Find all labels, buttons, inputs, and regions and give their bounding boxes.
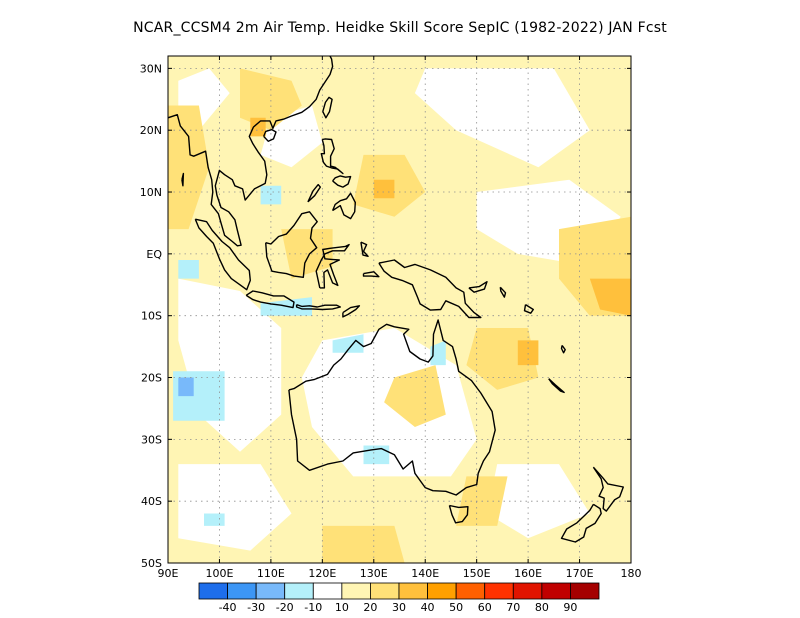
lon-tick-label: 180 bbox=[621, 567, 642, 580]
coastline bbox=[362, 271, 380, 278]
coastline bbox=[360, 241, 369, 257]
skill-patch bbox=[260, 185, 282, 205]
lon-tick-label: 90E bbox=[158, 567, 179, 580]
coastline bbox=[181, 172, 185, 187]
colorbar-label: 30 bbox=[392, 601, 406, 614]
lon-tick-label: 150E bbox=[463, 567, 491, 580]
coastline bbox=[288, 319, 496, 496]
coastline bbox=[295, 303, 341, 311]
colorbar-swatch bbox=[427, 582, 457, 600]
colorbar-swatch bbox=[198, 582, 228, 600]
lat-tick-label: 50S bbox=[141, 557, 162, 570]
lon-tick-label: 140E bbox=[411, 567, 439, 580]
colorbar-label: 20 bbox=[363, 601, 377, 614]
skill-patch bbox=[322, 525, 405, 563]
skill-patch bbox=[250, 117, 266, 137]
skill-field-layer bbox=[168, 56, 631, 563]
coastline bbox=[194, 218, 252, 291]
coastline bbox=[560, 344, 566, 354]
skill-patch bbox=[168, 56, 631, 563]
colorbar-label: -10 bbox=[304, 601, 322, 614]
skill-patch bbox=[178, 377, 194, 397]
coastline bbox=[322, 96, 333, 119]
coastline bbox=[378, 259, 482, 319]
coastline bbox=[592, 466, 624, 512]
colorbar-swatch bbox=[255, 582, 286, 600]
skill-patch bbox=[240, 68, 302, 131]
lon-tick-label: 130E bbox=[360, 567, 388, 580]
coastline bbox=[499, 286, 507, 298]
skill-patch bbox=[414, 68, 590, 168]
lat-tick-label: 40S bbox=[141, 495, 162, 508]
coastline bbox=[331, 192, 356, 220]
skill-patch bbox=[589, 278, 631, 316]
colorbar-swatch bbox=[398, 582, 428, 600]
gridlines bbox=[168, 56, 631, 563]
colorbar-label: -20 bbox=[276, 601, 294, 614]
colorbar-swatch bbox=[484, 582, 514, 600]
axis-ticks: 90E 100E 110E 120E 130E 140E 150E 160E 170E 180 30… bbox=[140, 56, 642, 580]
colorbar: -40 -30 -20 -10 10 20 30 40 50 60 70 80 90 bbox=[198, 582, 600, 614]
skill-patch bbox=[384, 365, 446, 427]
skill-patch bbox=[487, 464, 590, 539]
lat-tick-label: EQ bbox=[146, 248, 162, 261]
coastline bbox=[307, 183, 321, 203]
skill-patch bbox=[178, 260, 199, 279]
coastline bbox=[265, 211, 318, 278]
map-frame bbox=[167, 55, 632, 564]
skill-patch bbox=[204, 513, 225, 526]
lon-tick-label: 100E bbox=[205, 567, 233, 580]
coastlines bbox=[168, 56, 624, 543]
colorbar-swatch bbox=[312, 582, 343, 600]
coastline bbox=[332, 175, 352, 188]
lat-tick-label: 10S bbox=[141, 310, 162, 323]
skill-patch bbox=[332, 334, 364, 353]
lat-tick-label: 20S bbox=[141, 372, 162, 385]
coastline bbox=[560, 503, 602, 543]
lat-tick-label: 10N bbox=[140, 186, 162, 199]
coastline bbox=[320, 138, 344, 175]
lat-tick-label: 30N bbox=[140, 62, 162, 75]
coastline bbox=[342, 305, 361, 318]
colorbar-label: -30 bbox=[247, 601, 265, 614]
coastline bbox=[448, 504, 469, 524]
skill-patch bbox=[430, 340, 446, 366]
lat-tick-label: 20N bbox=[140, 124, 162, 137]
colorbar-label: 40 bbox=[421, 601, 435, 614]
coastline bbox=[523, 304, 534, 314]
colorbar-swatch bbox=[570, 582, 600, 600]
skill-patch bbox=[363, 445, 390, 465]
skill-patch bbox=[168, 105, 210, 230]
coastline bbox=[315, 243, 350, 289]
colorbar-swatch bbox=[512, 582, 543, 600]
colorbar-label: 80 bbox=[535, 601, 549, 614]
lon-tick-label: 110E bbox=[257, 567, 285, 580]
coastline bbox=[168, 56, 334, 247]
colorbar-label: 60 bbox=[478, 601, 492, 614]
lon-tick-label: 170E bbox=[566, 567, 594, 580]
coastline bbox=[548, 378, 565, 394]
skill-patch bbox=[373, 179, 395, 199]
skill-patch bbox=[178, 464, 292, 551]
colorbar-swatch bbox=[370, 582, 400, 600]
coastline bbox=[245, 290, 295, 309]
lat-tick-label: 30S bbox=[141, 433, 162, 446]
colorbar-label: -40 bbox=[219, 601, 237, 614]
colorbar-label: 50 bbox=[449, 601, 463, 614]
colorbar-swatch bbox=[541, 582, 571, 600]
map-title: NCAR_CCSM4 2m Air Temp. Heidke Skill Sco… bbox=[133, 20, 667, 36]
colorbar-swatch bbox=[341, 582, 371, 600]
lon-tick-label: 120E bbox=[308, 567, 336, 580]
colorbar-swatch bbox=[227, 582, 257, 600]
colorbar-swatch bbox=[455, 582, 486, 600]
colorbar-label: 70 bbox=[506, 601, 520, 614]
coastline bbox=[263, 128, 277, 143]
coastline bbox=[468, 281, 488, 293]
colorbar-swatch bbox=[284, 582, 314, 600]
lon-tick-label: 160E bbox=[514, 567, 542, 580]
colorbar-label: 90 bbox=[563, 601, 577, 614]
skill-patch bbox=[517, 340, 539, 366]
colorbar-label: 10 bbox=[335, 601, 349, 614]
